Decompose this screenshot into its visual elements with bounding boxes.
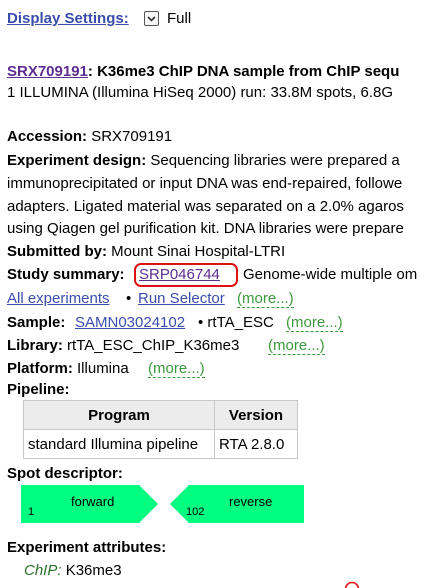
experiment-attribute-row: ChIP: K36me3 bbox=[24, 563, 122, 578]
record-title: SRX709191: K36me3 ChIP DNA sample from C… bbox=[7, 64, 399, 79]
run-summary: 1 ILLUMINA (Illumina HiSeq 2000) run: 33… bbox=[7, 84, 394, 101]
experiment-design-label: Experiment design: bbox=[7, 152, 147, 169]
study-link[interactable]: SRP046744 bbox=[139, 266, 220, 283]
platform-row: Platform: Illumina bbox=[7, 361, 129, 376]
submitted-by-value: Mount Sinai Hospital-LTRI bbox=[111, 243, 286, 260]
experiment-design-line2: immunoprecipitated or input DNA was end-… bbox=[7, 175, 403, 192]
attribute-value: K36me3 bbox=[65, 562, 122, 579]
accession-label: Accession: bbox=[7, 128, 88, 145]
study-summary-label: Study summary: bbox=[7, 266, 125, 283]
sample-more-link[interactable]: (more...) bbox=[286, 314, 343, 332]
sample-link[interactable]: SAMN03024102 bbox=[75, 314, 186, 331]
experiment-attributes-label: Experiment attributes: bbox=[7, 539, 167, 556]
attribute-key: ChIP: bbox=[24, 562, 62, 579]
spot-descriptor-label: Spot descriptor: bbox=[7, 465, 123, 482]
library-more-link[interactable]: (more...) bbox=[268, 337, 325, 355]
reverse-read-arrow bbox=[170, 485, 304, 523]
accession-row: Accession: SRX709191 bbox=[7, 129, 172, 144]
feedback-icon[interactable] bbox=[344, 580, 360, 588]
pipeline-header-row: Program Version bbox=[23, 400, 298, 430]
run-selector-link[interactable]: Run Selector bbox=[138, 290, 225, 307]
pipeline-table: Program Version standard Illumina pipeli… bbox=[23, 400, 298, 459]
pipeline-program-cell: standard Illumina pipeline bbox=[23, 429, 215, 459]
experiment-more-link[interactable]: (more...) bbox=[237, 290, 294, 308]
platform-value: Illumina bbox=[77, 360, 129, 377]
submitted-by-label: Submitted by: bbox=[7, 243, 107, 260]
accession-value: SRX709191 bbox=[91, 128, 173, 145]
experiment-design-line4: using Qiagen gel purification kit. DNA l… bbox=[7, 220, 404, 237]
forward-read-arrow bbox=[21, 485, 158, 523]
library-label: Library: bbox=[7, 337, 63, 354]
bullet-separator: • bbox=[126, 290, 132, 307]
display-settings-link[interactable]: Display Settings: bbox=[7, 10, 129, 27]
spot-descriptor-diagram bbox=[21, 485, 304, 523]
sample-label: Sample: bbox=[7, 314, 66, 331]
chevron-down-icon[interactable] bbox=[144, 11, 159, 26]
library-value: rtTA_ESC_ChIP_K36me3 bbox=[67, 337, 240, 354]
sample-extra: • rtTA_ESC bbox=[198, 314, 274, 331]
experiment-design-line1: Sequencing libraries were prepared a bbox=[150, 152, 400, 169]
pipeline-label: Pipeline: bbox=[7, 381, 70, 398]
submitted-by-row: Submitted by: Mount Sinai Hospital-LTRI bbox=[7, 244, 285, 259]
library-row: Library: rtTA_ESC_ChIP_K36me3 bbox=[7, 338, 239, 353]
pipeline-version-cell: RTA 2.8.0 bbox=[214, 429, 298, 459]
forward-index: 1 bbox=[28, 506, 35, 518]
platform-label: Platform: bbox=[7, 360, 73, 377]
accession-title-link[interactable]: SRX709191 bbox=[7, 63, 88, 80]
reverse-label: reverse bbox=[229, 494, 273, 509]
display-settings-value[interactable]: Full bbox=[167, 10, 192, 27]
table-row: standard Illumina pipeline RTA 2.8.0 bbox=[23, 429, 298, 459]
platform-more-link[interactable]: (more...) bbox=[148, 360, 205, 378]
experiment-design-row: Experiment design: Sequencing libraries … bbox=[7, 153, 400, 168]
reverse-index: 102 bbox=[186, 506, 205, 518]
pipeline-header-version: Version bbox=[214, 400, 298, 430]
experiment-design-line3: adapters. Ligated material was separated… bbox=[7, 198, 404, 215]
record-title-text: : K36me3 ChIP DNA sample from ChIP sequ bbox=[87, 63, 400, 80]
highlight-box bbox=[134, 263, 238, 287]
pipeline-header-program: Program bbox=[23, 400, 215, 430]
forward-label: forward bbox=[71, 494, 115, 509]
all-experiments-link[interactable]: All experiments bbox=[7, 290, 110, 307]
study-summary-text: Genome-wide multiple om bbox=[243, 266, 418, 283]
